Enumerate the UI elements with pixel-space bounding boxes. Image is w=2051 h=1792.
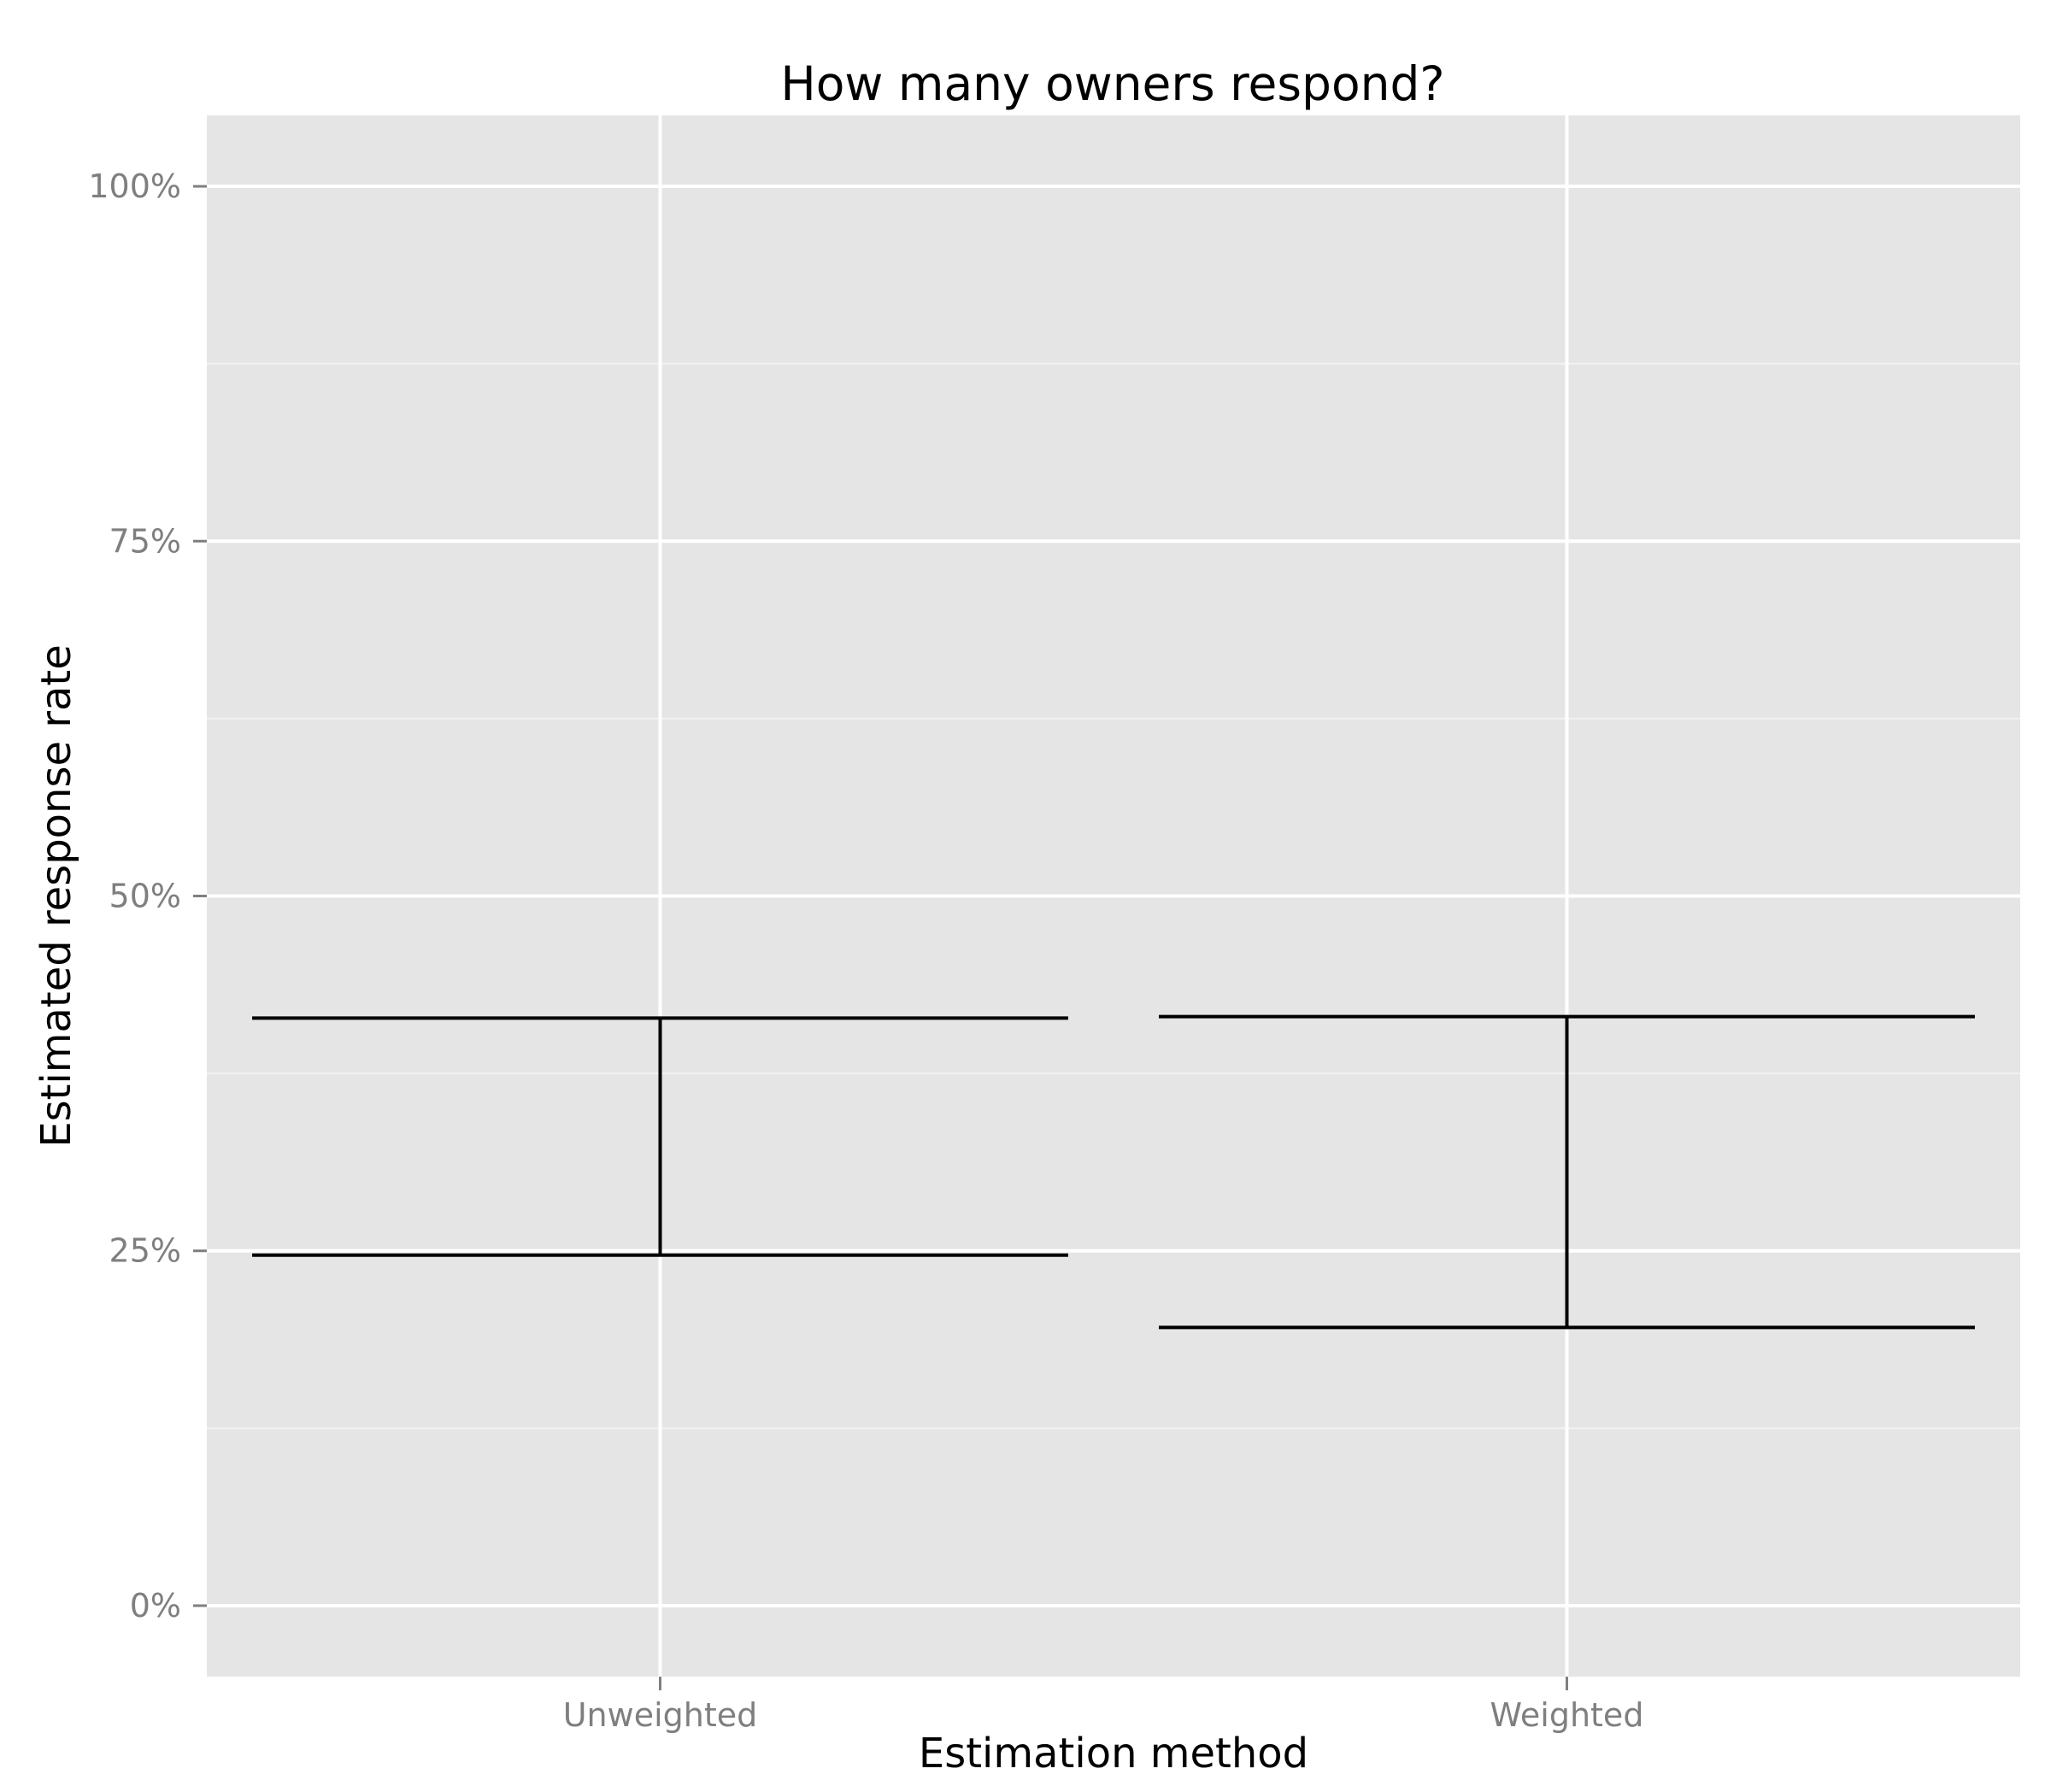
y-tick-label: 50% bbox=[109, 878, 181, 915]
x-tick-label: Weighted bbox=[1490, 1696, 1644, 1734]
error-bars bbox=[252, 1014, 1975, 1330]
major-gridlines bbox=[207, 115, 2020, 1677]
x-tick-label: Unweighted bbox=[563, 1696, 758, 1734]
y-tick-label: 0% bbox=[130, 1587, 181, 1625]
errorbar-unweighted bbox=[252, 1016, 1068, 1257]
y-tick-label: 100% bbox=[88, 167, 181, 205]
y-axis-title: Estimated response rate bbox=[32, 644, 80, 1148]
x-axis-ticks: Unweighted Weighted bbox=[563, 1677, 1644, 1734]
minor-gridlines bbox=[207, 362, 2020, 1430]
x-axis-title: Estimation method bbox=[919, 1730, 1308, 1777]
errorbar-weighted bbox=[1159, 1014, 1975, 1330]
chart-title: How many owners respond? bbox=[780, 56, 1444, 111]
y-tick-label: 75% bbox=[109, 522, 181, 560]
y-axis-ticks: 0% 25% 50% 75% 100% bbox=[88, 167, 207, 1625]
y-tick-label: 25% bbox=[109, 1232, 181, 1270]
